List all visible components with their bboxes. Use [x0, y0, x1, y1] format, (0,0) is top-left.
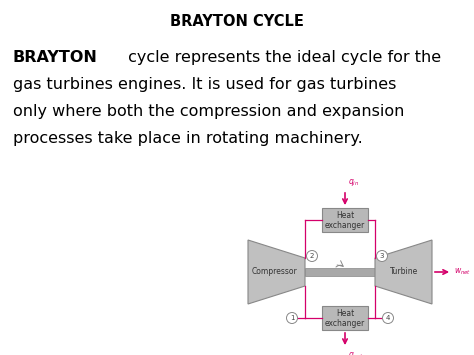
Text: only where both the compression and expansion: only where both the compression and expa…	[13, 104, 404, 119]
Polygon shape	[375, 240, 432, 304]
Text: 2: 2	[310, 253, 314, 259]
FancyBboxPatch shape	[322, 306, 368, 330]
Circle shape	[307, 251, 318, 262]
Polygon shape	[305, 268, 375, 276]
Text: Heat: Heat	[336, 212, 354, 220]
Text: 1: 1	[290, 315, 294, 321]
Text: Compressor: Compressor	[252, 268, 297, 277]
FancyBboxPatch shape	[322, 208, 368, 232]
Circle shape	[383, 312, 393, 323]
Text: exchanger: exchanger	[325, 318, 365, 328]
Text: processes take place in rotating machinery.: processes take place in rotating machine…	[13, 131, 363, 146]
Text: $q_{in}$: $q_{in}$	[348, 177, 359, 188]
Circle shape	[376, 251, 388, 262]
Text: exchanger: exchanger	[325, 220, 365, 229]
Text: $q_{out}$: $q_{out}$	[348, 350, 364, 355]
Text: 3: 3	[380, 253, 384, 259]
Text: BRAYTON: BRAYTON	[13, 50, 98, 65]
Polygon shape	[248, 240, 305, 304]
Circle shape	[286, 312, 298, 323]
Text: gas turbines engines. It is used for gas turbines: gas turbines engines. It is used for gas…	[13, 77, 396, 92]
Text: BRAYTON CYCLE: BRAYTON CYCLE	[170, 15, 304, 29]
Text: cycle represents the ideal cycle for the: cycle represents the ideal cycle for the	[122, 50, 441, 65]
Text: 4: 4	[386, 315, 390, 321]
Text: Heat: Heat	[336, 310, 354, 318]
Text: Turbine: Turbine	[391, 268, 419, 277]
Text: $w_{net}$: $w_{net}$	[454, 267, 471, 277]
